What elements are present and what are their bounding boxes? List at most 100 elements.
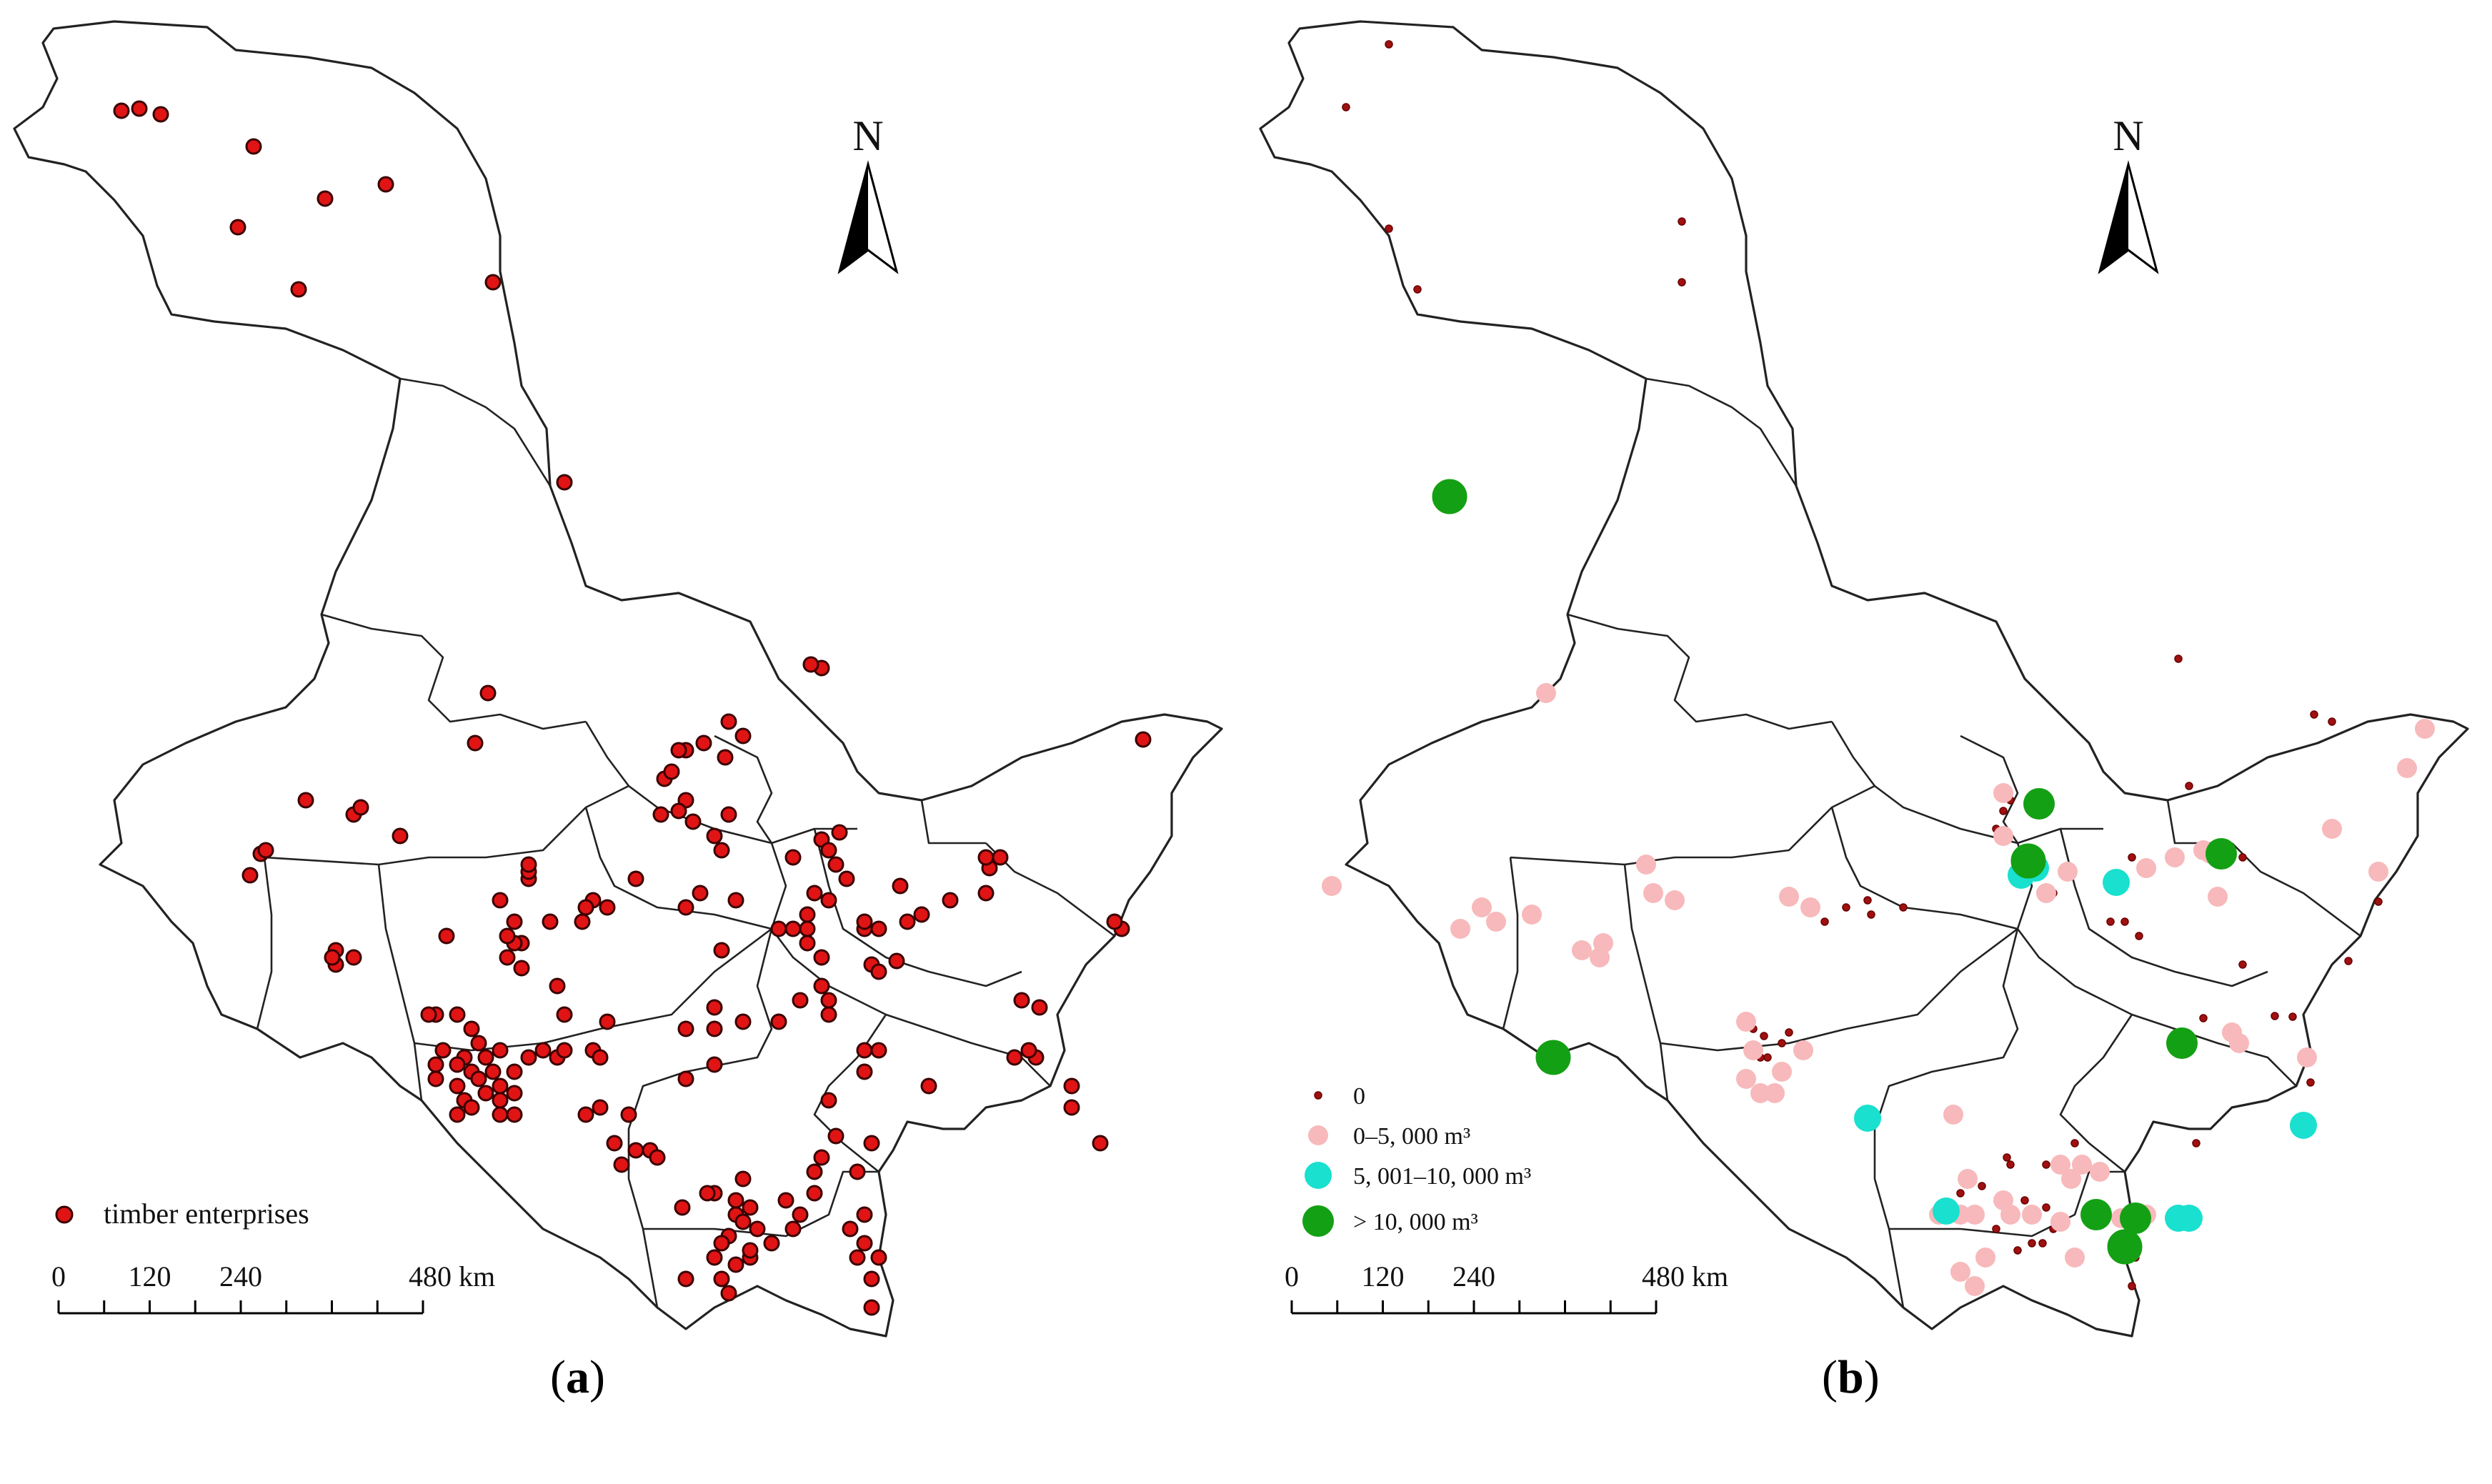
enterprise-point — [345, 949, 362, 966]
enterprise-point — [663, 763, 680, 780]
volume-point-mid — [1854, 1105, 1881, 1132]
volume-point-zero — [1992, 1225, 2000, 1233]
enterprise-point — [799, 935, 816, 952]
enterprise-point — [492, 1092, 509, 1109]
volume-point-zero — [2135, 932, 2143, 940]
enterprise-point — [820, 1092, 837, 1109]
legend-label: 0–5, 000 m³ — [1353, 1123, 1470, 1150]
enterprise-point — [627, 870, 644, 887]
enterprise-point — [577, 1106, 594, 1123]
enterprise-point — [627, 1142, 644, 1159]
volume-point-zero — [2192, 1139, 2201, 1147]
enterprise-point — [813, 1149, 830, 1166]
enterprise-point — [1013, 992, 1030, 1009]
enterprise-point — [427, 1056, 444, 1073]
volume-point-mid — [1933, 1197, 1960, 1225]
volume-point-low — [1793, 1040, 1813, 1060]
volume-point-zero — [2106, 917, 2115, 926]
enterprise-point — [942, 892, 959, 909]
enterprise-point — [820, 892, 837, 909]
scale-label: 480 km — [409, 1260, 495, 1293]
caption-b: (b) — [1822, 1350, 1880, 1405]
enterprise-point — [556, 1042, 573, 1059]
volume-point-low — [1736, 1069, 1756, 1089]
enterprise-point — [870, 1042, 887, 1059]
enterprise-point — [913, 906, 930, 923]
volume-point-zero — [2344, 957, 2353, 965]
enterprise-point — [713, 1235, 730, 1252]
enterprise-point — [484, 274, 502, 291]
enterprise-point — [742, 1242, 759, 1259]
volume-point-low — [1665, 890, 1685, 910]
volume-point-zero — [2128, 853, 2136, 862]
volume-ring — [1535, 1040, 1571, 1075]
enterprise-point — [520, 1049, 537, 1066]
volume-point-low — [2397, 758, 2417, 778]
enterprise-point — [352, 799, 369, 816]
enterprise-point — [713, 942, 730, 959]
enterprise-point — [606, 1135, 623, 1152]
enterprise-point — [827, 1127, 844, 1145]
volume-point-low — [1765, 1083, 1785, 1103]
enterprise-point — [849, 1163, 866, 1180]
enterprise-point — [763, 1235, 780, 1252]
volume-point-low — [1522, 905, 1542, 925]
volume-point-low — [2058, 862, 2078, 882]
volume-point-low — [2036, 883, 2056, 903]
enterprise-point — [799, 920, 816, 937]
enterprise-point — [113, 102, 130, 119]
volume-point-zero — [2328, 717, 2336, 726]
enterprise-point — [720, 806, 737, 823]
enterprise-point — [652, 806, 669, 823]
enterprise-point — [620, 1106, 637, 1123]
volume-point-low — [1472, 897, 1492, 917]
volume-point-zero — [2120, 917, 2129, 926]
volume-point-zero — [1867, 910, 1875, 919]
enterprise-point — [838, 870, 855, 887]
enterprise-point — [506, 913, 523, 930]
enterprise-point — [556, 1006, 573, 1023]
scale-label: 240 — [219, 1260, 262, 1293]
volume-point-zero — [1385, 224, 1393, 233]
enterprise-point — [813, 949, 830, 966]
enterprise-point — [863, 1270, 880, 1288]
volume-point-low — [2322, 819, 2342, 839]
volume-ring — [1432, 479, 1467, 514]
volume-point-low — [1779, 887, 1799, 907]
volume-point-high — [2023, 788, 2055, 820]
volume-point-low — [2165, 847, 2185, 867]
volume-point-zero — [2128, 1282, 2136, 1290]
scale-label: 480 km — [1642, 1260, 1728, 1293]
enterprise-point — [706, 827, 723, 845]
enterprise-point — [549, 977, 566, 995]
enterprise-point — [977, 849, 995, 866]
enterprise-point — [856, 1206, 873, 1223]
caption-open: ( — [550, 1351, 566, 1403]
enterprise-point — [599, 1013, 616, 1030]
enterprise-point — [492, 892, 509, 909]
enterprise-point — [695, 734, 712, 752]
enterprise-point — [863, 1135, 880, 1152]
scale-bar: 0 120 240 480 km — [1285, 1260, 1728, 1315]
legend-label: 5, 001–10, 000 m³ — [1353, 1163, 1531, 1190]
enterprise-point — [820, 992, 837, 1009]
volume-point-low — [1975, 1248, 1995, 1268]
enterprise-point — [1020, 1042, 1037, 1059]
enterprise-point — [427, 1070, 444, 1087]
enterprise-point — [720, 1285, 737, 1302]
enterprise-point — [492, 1042, 509, 1059]
enterprise-point — [727, 892, 744, 909]
enterprise-point — [463, 1099, 480, 1116]
enterprise-point — [520, 856, 537, 873]
volume-point-zero — [1899, 903, 1908, 912]
enterprise-point — [449, 1006, 466, 1023]
volume-point-mid — [2175, 1205, 2203, 1232]
enterprise-point — [777, 1192, 794, 1209]
enterprise-point — [392, 827, 409, 845]
legend-symbol — [1302, 1205, 1334, 1237]
enterprise-point — [992, 849, 1009, 866]
enterprise-point — [317, 190, 334, 207]
enterprise-point — [802, 656, 819, 673]
enterprise-point — [438, 927, 455, 945]
